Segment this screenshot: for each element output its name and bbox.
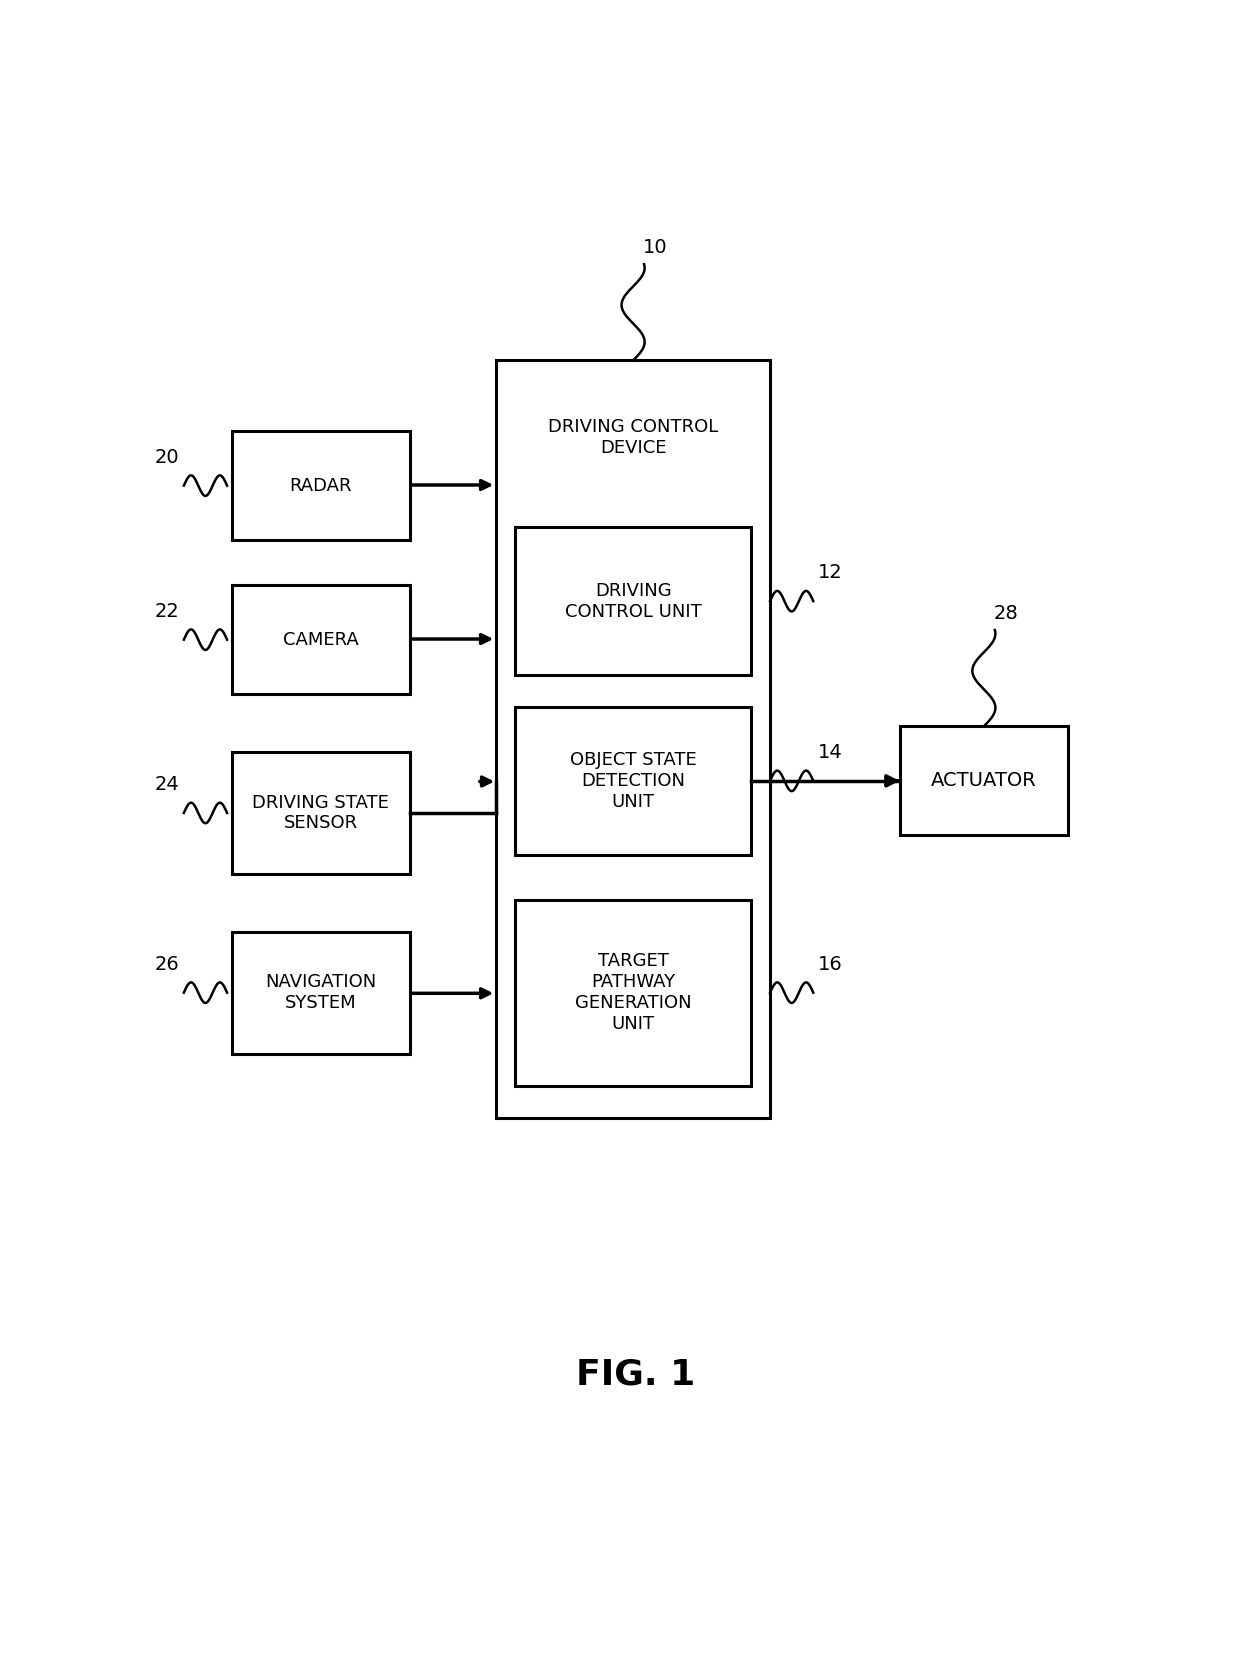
Bar [496,360,770,1119]
Bar [516,707,750,855]
Text: DRIVING
CONTROL UNIT: DRIVING CONTROL UNIT [564,582,702,620]
Text: 14: 14 [818,743,843,762]
Text: 12: 12 [818,563,843,582]
Text: RADAR: RADAR [289,477,352,495]
Text: CAMERA: CAMERA [283,630,358,648]
Text: DRIVING CONTROL
DEVICE: DRIVING CONTROL DEVICE [548,418,718,457]
Text: 24: 24 [154,775,179,793]
Bar [232,432,409,540]
Text: FIG. 1: FIG. 1 [575,1357,696,1392]
Text: NAVIGATION
SYSTEM: NAVIGATION SYSTEM [265,974,377,1012]
Bar [232,752,409,874]
Text: 10: 10 [642,238,667,257]
Text: ACTUATOR: ACTUATOR [931,772,1037,790]
Bar [516,900,750,1085]
Text: 20: 20 [155,448,179,467]
Text: 22: 22 [154,602,179,620]
Text: 16: 16 [818,955,843,974]
Bar [232,932,409,1054]
Text: OBJECT STATE
DETECTION
UNIT: OBJECT STATE DETECTION UNIT [569,752,697,810]
Text: 28: 28 [993,603,1018,623]
Text: 26: 26 [154,955,179,974]
Bar [232,585,409,693]
Text: DRIVING STATE
SENSOR: DRIVING STATE SENSOR [252,793,389,832]
Text: TARGET
PATHWAY
GENERATION
UNIT: TARGET PATHWAY GENERATION UNIT [575,952,692,1034]
Bar [516,527,750,675]
Bar [900,727,1068,835]
